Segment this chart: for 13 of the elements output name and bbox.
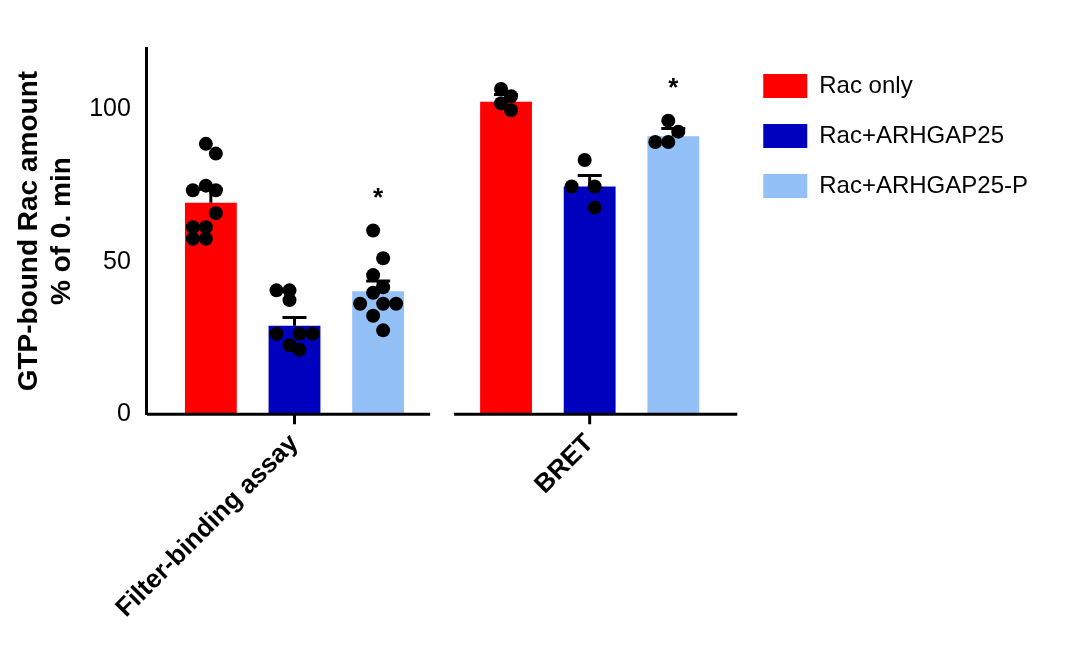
legend-label: Rac only bbox=[819, 70, 913, 98]
legend-label: Rac+ARHGAP25-P bbox=[819, 170, 1028, 198]
bar bbox=[563, 186, 616, 415]
legend-label: Rac+ARHGAP25 bbox=[819, 120, 1004, 148]
y-tick-label: 50 bbox=[103, 245, 131, 274]
y-tick-label: 0 bbox=[117, 398, 131, 427]
y-tick-label: 100 bbox=[89, 92, 131, 121]
annotation: * bbox=[668, 71, 680, 102]
bar bbox=[647, 136, 700, 415]
bar bbox=[184, 202, 237, 415]
bar bbox=[480, 101, 532, 415]
annotation: * bbox=[373, 181, 385, 212]
y-axis-title: GTP-bound Rac amount % of 0. min bbox=[11, 70, 77, 392]
